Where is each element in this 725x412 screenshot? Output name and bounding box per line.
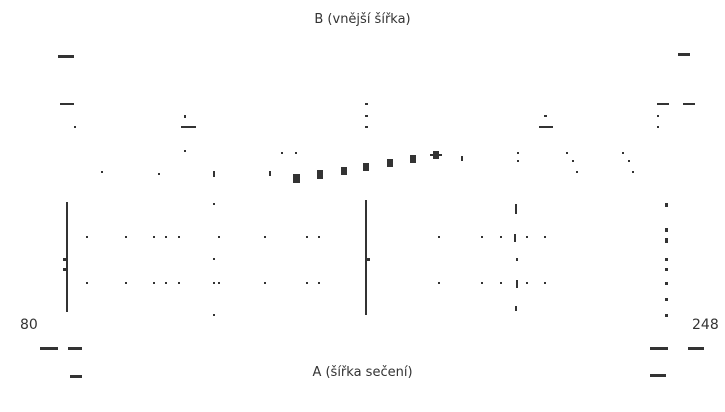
dot-mark (500, 282, 502, 284)
dot-mark (281, 152, 283, 154)
dot-mark (184, 115, 186, 118)
dot-mark (516, 280, 518, 288)
dot-mark (125, 236, 127, 238)
vertical-bar-left (66, 202, 68, 312)
dot-mark (514, 234, 516, 242)
dot-mark (63, 258, 66, 261)
bead-mark (293, 174, 300, 183)
dot-mark (158, 173, 160, 175)
dot-mark (665, 258, 668, 261)
dot-mark (665, 268, 668, 271)
dot-mark (544, 236, 546, 238)
dot-mark (544, 282, 546, 284)
dot-mark (318, 236, 320, 238)
dot-mark (566, 152, 568, 154)
dot-mark (517, 160, 519, 162)
dot-mark (295, 152, 297, 154)
vertical-bar-center (365, 200, 367, 315)
dot-mark (86, 236, 88, 238)
dot-mark (665, 228, 668, 232)
dot-mark (515, 204, 517, 214)
dot-mark (184, 150, 186, 152)
dot-mark (665, 203, 668, 207)
dot-mark (665, 238, 668, 243)
dot-mark (683, 103, 695, 105)
dot-mark (657, 115, 659, 117)
dot-mark (365, 115, 368, 117)
dot-mark (60, 103, 74, 105)
dot-mark (365, 126, 368, 128)
dot-mark (264, 236, 266, 238)
corner-mark-bottom-left (40, 347, 58, 350)
dot-mark (665, 298, 668, 301)
dot-mark (526, 282, 528, 284)
dot-mark (628, 160, 630, 162)
dot-mark (665, 314, 668, 317)
dot-mark (213, 258, 215, 260)
corner-mark-bottom-right (650, 347, 668, 350)
dot-mark (218, 282, 220, 284)
dot-mark (438, 282, 440, 284)
bead-mark (341, 167, 347, 175)
bead-mark (387, 159, 393, 167)
dot-mark (213, 171, 215, 177)
dot-mark (461, 156, 463, 161)
dot-mark (665, 282, 668, 285)
dot-mark (572, 160, 574, 162)
dot-mark (622, 152, 624, 154)
dot-mark (544, 115, 547, 117)
corner-mark-top-left (58, 55, 74, 58)
dot-mark (365, 103, 368, 105)
dot-mark (74, 126, 76, 128)
dot-mark (178, 236, 180, 238)
dot-mark (516, 258, 518, 261)
bead-mark (430, 154, 442, 156)
dot-mark (153, 282, 155, 284)
dot-mark (367, 258, 370, 261)
dot-mark (165, 282, 167, 284)
dot-mark (101, 171, 103, 173)
corner-mark-top-right (678, 53, 690, 56)
dot-mark (526, 236, 528, 238)
dot-mark (306, 236, 308, 238)
dot-mark (515, 306, 517, 311)
max-value-label: 248 (692, 317, 719, 333)
dot-mark (165, 236, 167, 238)
dot-mark (86, 282, 88, 284)
bead-mark (317, 170, 323, 179)
dot-mark (181, 126, 196, 128)
bead-mark (363, 163, 369, 171)
dot-mark (539, 126, 553, 128)
dot-mark (318, 282, 320, 284)
dot-mark (218, 236, 220, 238)
bead-mark (410, 155, 416, 163)
dot-mark (153, 236, 155, 238)
dot-mark (657, 126, 659, 128)
dot-mark (213, 314, 215, 316)
dot-mark (500, 236, 502, 238)
corner-mark-bottom-right (688, 347, 704, 350)
dot-mark (306, 282, 308, 284)
dot-mark (269, 171, 271, 176)
dot-mark (213, 282, 215, 284)
corner-mark-bottom-right (650, 374, 666, 377)
dot-mark (63, 268, 66, 271)
dot-mark (125, 282, 127, 284)
dot-mark (481, 282, 483, 284)
corner-mark-bottom-left (68, 347, 82, 350)
dot-mark (438, 236, 440, 238)
dot-mark (213, 203, 215, 205)
dot-mark (632, 171, 634, 173)
dot-mark (264, 282, 266, 284)
bottom-axis-label: A (šířka sečení) (312, 365, 413, 380)
corner-mark-bottom-left (70, 375, 82, 378)
dot-mark (178, 282, 180, 284)
dot-mark (657, 103, 669, 105)
dot-mark (576, 171, 578, 173)
dot-mark (481, 236, 483, 238)
dot-mark (517, 152, 519, 154)
min-value-label: 80 (20, 317, 38, 333)
top-axis-label: B (vnější šířka) (314, 12, 411, 27)
